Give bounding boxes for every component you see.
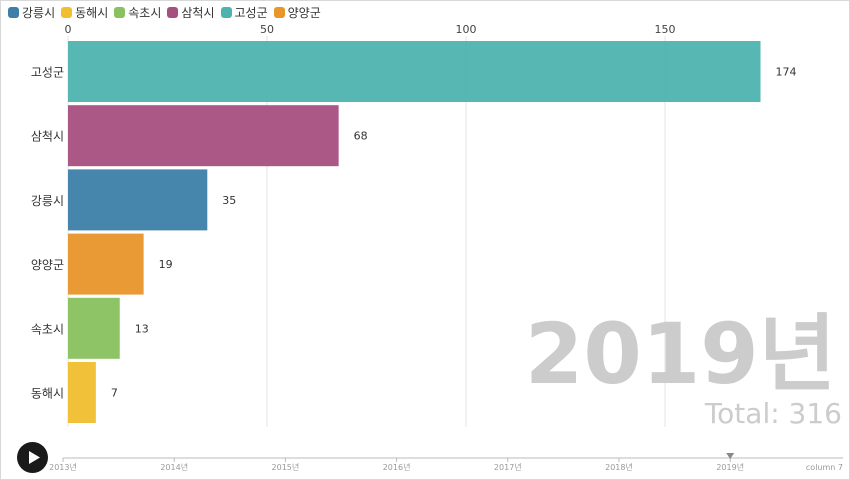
category-label: 양양군 [31,258,64,272]
timeline-tick-label: 2018년 [605,462,633,472]
legend-label: 삼척시 [181,5,215,20]
legend-swatch [273,6,285,18]
category-label: 동해시 [31,387,64,401]
value-label: 174 [776,66,797,79]
timeline-tick-label: 2014년 [160,462,188,472]
legend-item[interactable]: 강릉시 [8,4,55,21]
legend: 강릉시 동해시 속초시 삼척시 고성군 양양군 [8,3,327,21]
x-tick-label: 100 [456,23,477,36]
legend-swatch [8,6,19,18]
timeline-tick-label: 2013년 [49,462,77,472]
legend-item[interactable]: 고성군 [220,4,268,21]
x-tick-label: 150 [655,23,676,36]
category-label: 강릉시 [31,194,64,208]
value-label: 13 [135,322,149,335]
category-label: 속초시 [31,322,64,336]
value-label: 7 [111,387,118,400]
legend-swatch [61,6,73,18]
legend-label: 동해시 [75,5,109,20]
x-tick-label: 50 [260,23,274,36]
timeline-tick-label: 2015년 [272,462,300,472]
value-label: 35 [222,194,236,207]
legend-label: 속초시 [128,5,162,20]
legend-item[interactable]: 속초시 [114,4,161,21]
play-icon [29,451,40,464]
legend-swatch [114,6,126,18]
category-label: 삼척시 [31,130,64,144]
legend-item[interactable]: 동해시 [61,4,108,21]
timeline-tick-label: 2016년 [383,462,411,472]
legend-item[interactable]: 양양군 [273,4,321,21]
value-label: 19 [159,258,173,271]
bar[interactable] [68,105,339,167]
bar[interactable] [68,362,96,423]
bar[interactable] [68,169,208,231]
legend-label: 양양군 [287,5,321,20]
timeline-tick-label: 2019년 [716,462,744,472]
bar[interactable] [68,41,761,102]
legend-item[interactable]: 삼척시 [167,4,215,21]
year-label: 2019년 [525,305,836,403]
legend-label: 고성군 [234,5,268,20]
timeline[interactable]: 2013년 2014년 2015년 2016년 2017년 2018년 2019년 colum… [49,453,843,472]
legend-swatch [220,6,232,18]
bar[interactable] [68,233,144,295]
timeline-end-label: column 7 [806,463,843,472]
category-label: 고성군 [31,66,64,80]
timeline-tick-label: 2017년 [494,462,522,472]
legend-label: 강릉시 [22,5,56,20]
x-tick-label: 0 [65,23,72,36]
legend-swatch [167,6,179,18]
bar[interactable] [68,297,120,359]
play-button[interactable] [17,442,48,473]
total-label: Total: 316 [704,397,842,430]
timeline-handle[interactable] [726,453,735,459]
value-label: 68 [354,130,368,143]
